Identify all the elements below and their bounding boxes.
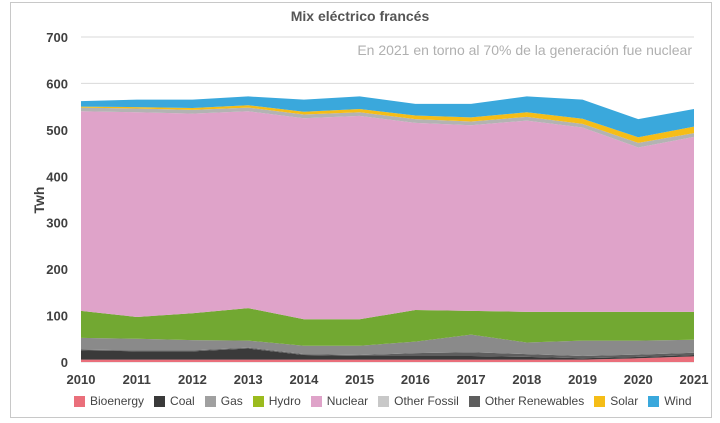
legend-label: Hydro <box>268 394 301 408</box>
legend-swatch <box>648 395 660 407</box>
legend-swatch <box>594 395 606 407</box>
x-tick-label: 2012 <box>178 372 207 387</box>
y-tick-label: 300 <box>46 216 68 231</box>
y-tick-label: 400 <box>46 169 68 184</box>
legend-item: Bioenergy <box>74 394 144 408</box>
area-hydro <box>81 308 694 346</box>
x-tick-label: 2019 <box>568 372 597 387</box>
legend: Bioenergy Coal Gas Hydro Nuclear Other Fossil… <box>74 394 692 408</box>
area-solar <box>81 105 694 143</box>
legend-swatch <box>154 395 166 407</box>
y-axis-label: Twh <box>31 187 47 214</box>
legend-item: Solar <box>594 394 638 408</box>
legend-label: Coal <box>170 394 195 408</box>
x-tick-label: 2020 <box>624 372 653 387</box>
area-coal <box>81 348 694 360</box>
legend-swatch <box>252 395 264 407</box>
chart-title: Mix eléctrico francés <box>290 8 430 24</box>
legend-label: Other Fossil <box>394 394 459 408</box>
x-tick-label: 2016 <box>401 372 430 387</box>
legend-item: Hydro <box>252 394 301 408</box>
x-tick-label: 2017 <box>457 372 486 387</box>
area-other-fossil <box>81 107 694 148</box>
legend-swatch <box>204 395 216 407</box>
chart-frame <box>10 2 712 418</box>
legend-swatch <box>74 395 85 407</box>
area-wind <box>81 96 694 138</box>
legend-item: Other Fossil <box>378 394 459 408</box>
x-tick-label: 2013 <box>234 372 263 387</box>
legend-label: Bioenergy <box>90 394 145 408</box>
x-tick-label: 2021 <box>680 372 709 387</box>
x-tick-label: 2014 <box>289 372 319 387</box>
x-tick-label: 2015 <box>345 372 374 387</box>
y-tick-label: 500 <box>46 123 68 138</box>
area-gas <box>81 334 694 356</box>
legend-swatch <box>468 395 480 407</box>
x-tick-label: 2010 <box>67 372 96 387</box>
annotation: En 2021 en torno al 70% de la generación… <box>355 42 694 58</box>
y-tick-label: 100 <box>46 309 68 324</box>
legend-swatch <box>378 395 390 407</box>
y-tick-label: 0 <box>61 355 68 370</box>
legend-item: Other Renewables <box>468 394 585 408</box>
legend-item: Nuclear <box>310 394 369 408</box>
y-tick-label: 200 <box>46 262 68 277</box>
legend-label: Solar <box>610 394 639 408</box>
x-tick-label: 2018 <box>512 372 541 387</box>
legend-item: Wind <box>648 394 692 408</box>
legend-label: Nuclear <box>326 394 369 408</box>
legend-item: Gas <box>204 394 243 408</box>
area-nuclear <box>81 111 694 320</box>
legend-label: Other Renewables <box>484 394 585 408</box>
legend-item: Coal <box>154 394 195 408</box>
area-bioenergy <box>81 356 694 362</box>
area-other-renewables <box>81 347 694 359</box>
legend-label: Gas <box>220 394 243 408</box>
x-tick-label: 2011 <box>123 372 151 387</box>
y-tick-label: 700 <box>46 30 68 45</box>
legend-label: Wind <box>664 394 692 408</box>
y-tick-label: 600 <box>46 76 68 91</box>
legend-swatch <box>310 395 322 407</box>
